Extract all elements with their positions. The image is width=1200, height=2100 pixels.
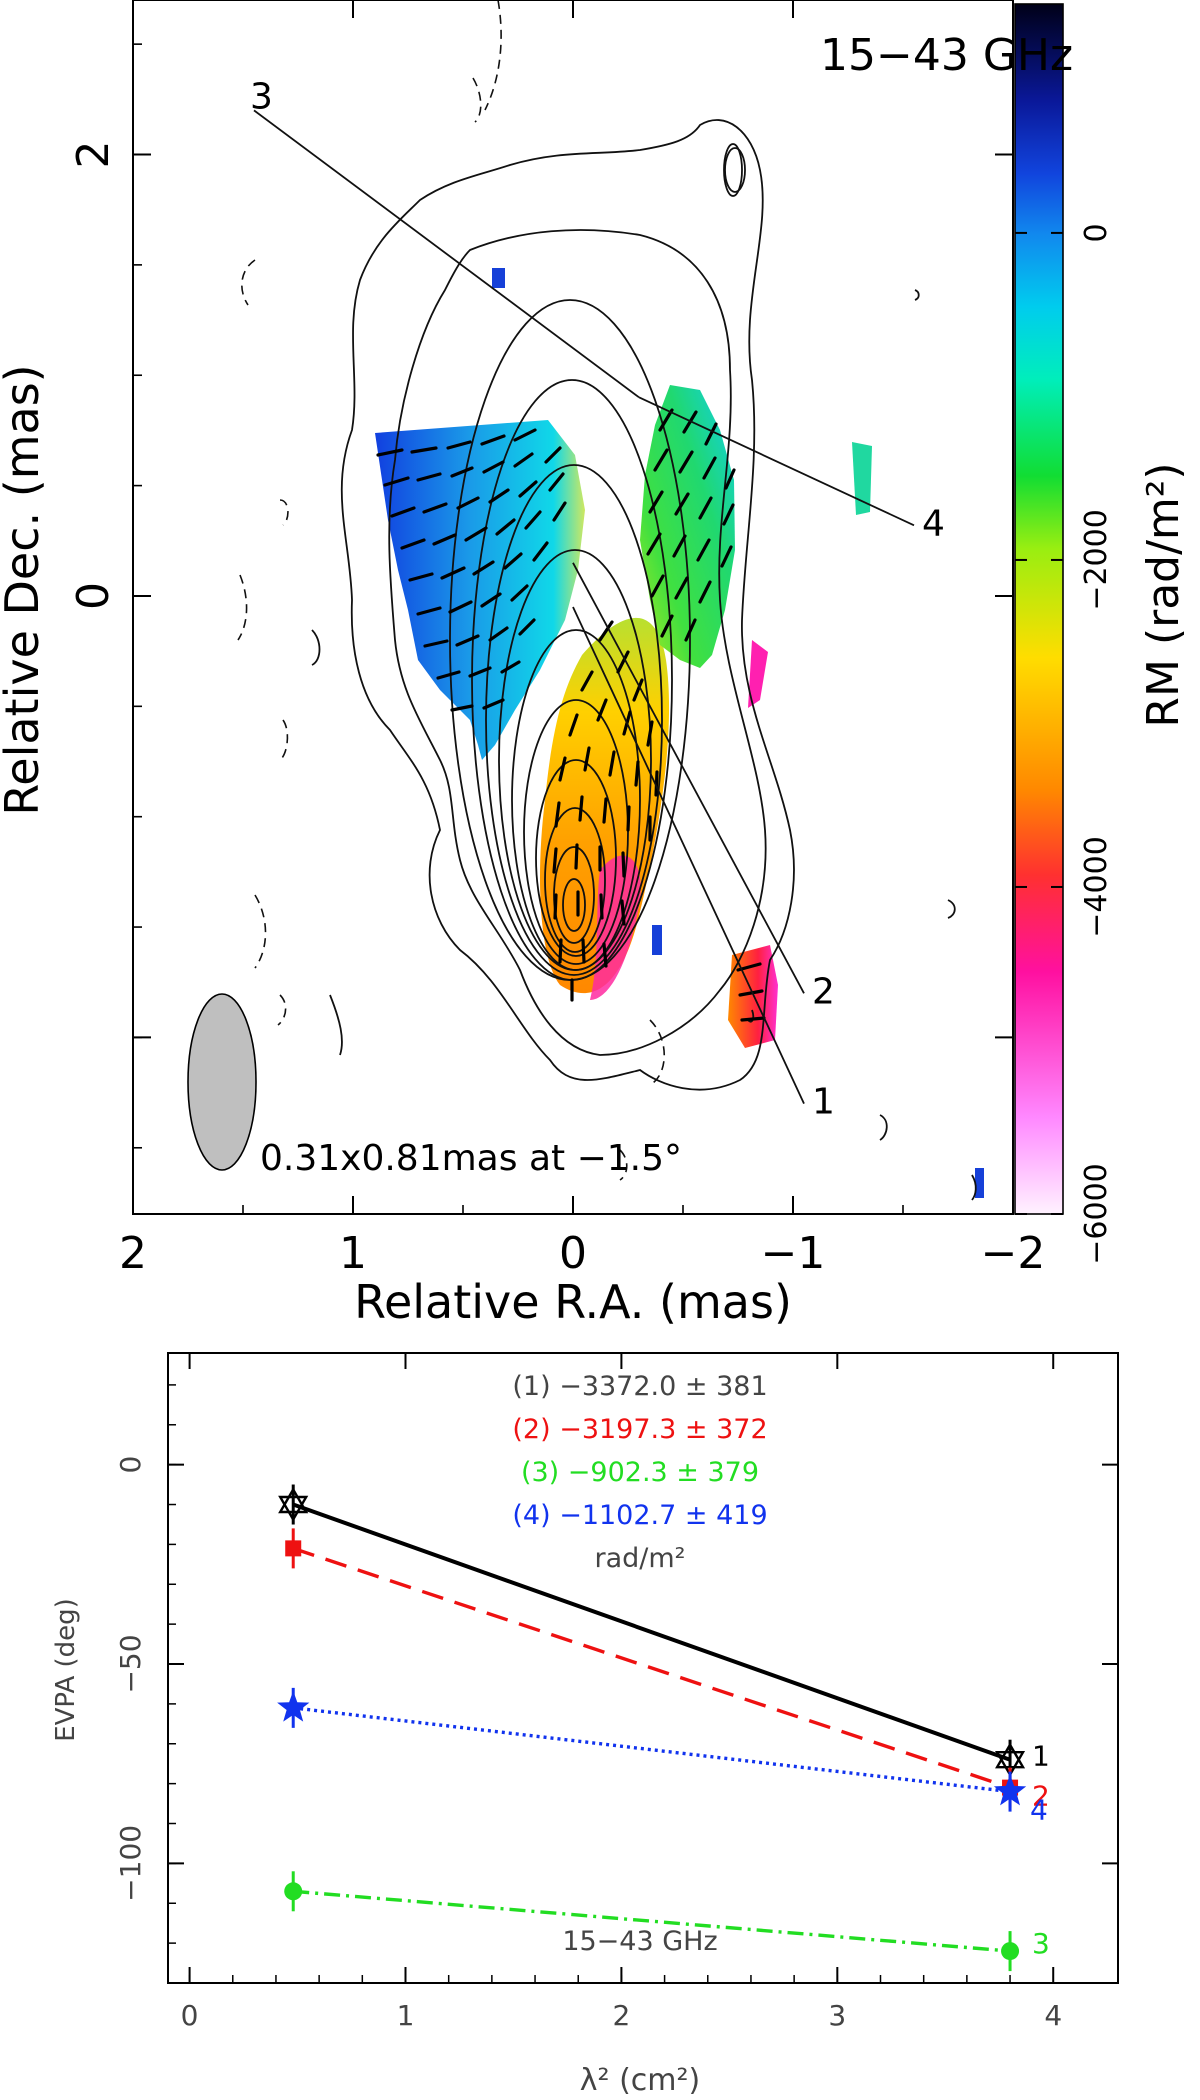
- plot-x-tick-label: 1: [397, 1999, 415, 2032]
- series-3-point: [284, 1882, 303, 1901]
- legend: (1) −3372.0 ± 381 (2) −3197.3 ± 372 (3) …: [512, 1371, 767, 1574]
- x-tick-label: 2: [119, 1228, 147, 1279]
- series-2-point: [285, 1540, 302, 1557]
- plot-ylabel: EVPA (deg): [51, 1598, 81, 1742]
- legend-entry-1: (1) −3372.0 ± 381: [512, 1371, 767, 1402]
- legend-unit: rad/m²: [594, 1543, 685, 1574]
- slice-line-4: [638, 396, 915, 527]
- map-frame: [132, 0, 1014, 1215]
- slice-label-1: 1: [812, 1082, 835, 1123]
- beam-ellipse: [187, 993, 257, 1171]
- x-tick-label: −2: [981, 1228, 1046, 1279]
- rm-map-panel: 2 1 0 −1 −2 2 0 1 2 3 4: [68, 0, 1045, 1279]
- plot-y-tick-label: −50: [114, 1634, 147, 1693]
- rm-patch-blue-spot: [652, 925, 662, 955]
- slice-line-1: [572, 606, 805, 1105]
- series-1-point: [995, 1742, 1026, 1769]
- intensity-contours: [311, 119, 977, 1201]
- series-1-point: [995, 1750, 1026, 1778]
- rm-patch-magenta-spot: [748, 640, 768, 708]
- series-2-end-label: 2: [1032, 1780, 1050, 1813]
- slice-label-4: 4: [922, 503, 945, 544]
- map-title: 15−43 GHz: [820, 30, 1073, 81]
- rm-patch-cyan-spot: [852, 442, 872, 515]
- slice-label-3: 3: [250, 76, 273, 117]
- colorbar: 0 −2000 −4000 −6000: [1014, 3, 1114, 1265]
- colorbar-tick-label: −4000: [1079, 836, 1114, 937]
- series-2-line: [292, 1546, 1011, 1790]
- series-4-point: [277, 1690, 310, 1722]
- x-tick-label: 0: [559, 1228, 587, 1279]
- plot-annotation: 15−43 GHz: [562, 1926, 717, 1957]
- x-tick-label: 1: [339, 1228, 367, 1279]
- colorbar-label: RM (rad/m²): [1138, 462, 1189, 727]
- plot-frame: [167, 1352, 1119, 1984]
- slice-line-2: [572, 562, 805, 994]
- plot-x-tick-label: 4: [1044, 1999, 1062, 2032]
- slice-line-3: [253, 109, 640, 399]
- map-xlabel: Relative R.A. (mas): [354, 1275, 792, 1329]
- series-3-line: [293, 1889, 1011, 1953]
- beam-label: 0.31x0.81mas at −1.5°: [260, 1138, 682, 1179]
- evpa-panel: [167, 1352, 1119, 1984]
- series-1-end-label: 1: [1032, 1740, 1050, 1773]
- legend-entry-2: (2) −3197.3 ± 372: [512, 1414, 767, 1445]
- colorbar-tick-label: −6000: [1079, 1163, 1114, 1264]
- rm-patch-blue-spot: [492, 268, 505, 288]
- series-1-point: [278, 1495, 309, 1522]
- legend-entry-3: (3) −902.3 ± 379: [521, 1457, 759, 1488]
- series-1-point: [278, 1487, 309, 1514]
- negative-contours: [237, 0, 666, 1181]
- evpa-sticks: [376, 408, 766, 1022]
- series-4-line: [293, 1706, 1011, 1794]
- rm-patch-blue-spot: [975, 1168, 984, 1198]
- legend-entry-4: (4) −1102.7 ± 419: [512, 1500, 767, 1531]
- x-tick-label: −1: [761, 1228, 826, 1279]
- plot-y-tick-label: −100: [114, 1825, 147, 1902]
- series-3-point: [1001, 1942, 1020, 1961]
- series-1-line: [292, 1502, 1011, 1762]
- plot-x-tick-label: 3: [828, 1999, 846, 2032]
- plot-x-tick-label: 0: [181, 1999, 199, 2032]
- rm-patch-pink-edge: [590, 855, 641, 1000]
- colorbar-tick-label: −2000: [1079, 509, 1114, 610]
- y-tick-label: 0: [68, 582, 119, 610]
- plot-xlabel: λ² (cm²): [580, 2063, 700, 2098]
- y-tick-label: 2: [68, 141, 119, 169]
- colorbar-tick-label: 0: [1079, 223, 1114, 242]
- colorbar-gradient: [1014, 3, 1064, 1215]
- map-ylabel: Relative Dec. (mas): [0, 364, 49, 815]
- slice-label-2: 2: [812, 971, 835, 1012]
- plot-y-tick-label: 0: [114, 1456, 147, 1474]
- series-3-end-label: 3: [1032, 1927, 1050, 1960]
- series-4-end-label: 4: [1030, 1794, 1048, 1827]
- plot-x-tick-label: 2: [612, 1999, 630, 2032]
- series-4-point: [993, 1774, 1027, 1806]
